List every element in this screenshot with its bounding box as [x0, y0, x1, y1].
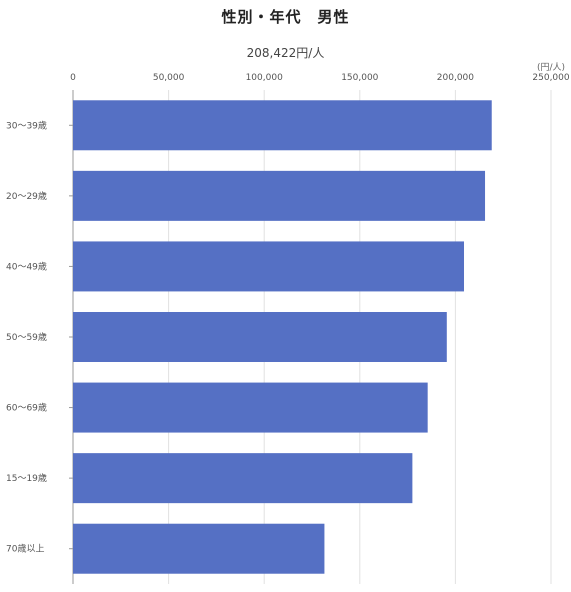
x-tick-label: 250,000 [532, 73, 569, 83]
bar [73, 100, 492, 151]
bar [73, 170, 486, 221]
category-label: 30～39歳 [6, 119, 47, 131]
x-tick-label: 200,000 [437, 73, 474, 83]
x-tick-label: 50,000 [153, 73, 185, 83]
category-label: 15～19歳 [6, 472, 47, 484]
x-tick-label: 150,000 [341, 73, 378, 83]
chart-title: 性別・年代 男性 [221, 8, 350, 26]
category-label: 70歳以上 [6, 543, 44, 555]
unit-label: (円/人) [536, 63, 565, 73]
category-label: 50～59歳 [6, 331, 47, 343]
bar [73, 241, 465, 292]
bar [73, 382, 428, 433]
category-label: 20～29歳 [6, 190, 47, 202]
x-tick-label: 0 [70, 73, 76, 83]
category-label: 40～49歳 [6, 260, 47, 272]
bar [73, 312, 447, 362]
bar [73, 453, 413, 504]
bar [73, 523, 325, 574]
chart-subtitle: 208,422円/人 [246, 46, 325, 60]
x-tick-label: 100,000 [246, 73, 283, 83]
category-label: 60～69歳 [6, 402, 47, 414]
